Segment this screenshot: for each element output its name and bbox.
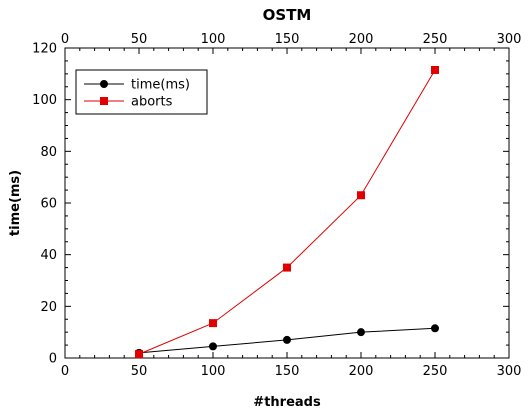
x-tick-label-top: 0 [61, 32, 69, 47]
series-1 [135, 65, 439, 359]
x-tick-label-top: 200 [349, 32, 374, 47]
x-tick-label-top: 250 [423, 32, 448, 47]
y-tick-label: 0 [49, 352, 57, 367]
legend-label: aborts [131, 95, 173, 110]
x-tick-label: 250 [423, 364, 448, 379]
chart-title: OSTM [263, 6, 312, 24]
x-tick-label-top: 100 [201, 32, 226, 47]
y-tick-label: 120 [32, 42, 57, 57]
legend-entry: aborts [84, 95, 173, 110]
legend: time(ms) aborts [75, 69, 208, 115]
data-point [209, 319, 217, 328]
y-tick-label: 80 [40, 145, 57, 160]
x-tick-label: 300 [497, 364, 522, 379]
x-tick-label-top: 150 [275, 32, 300, 47]
y-tick-label: 40 [40, 248, 57, 263]
data-point [209, 342, 217, 351]
x-tick-label: 0 [61, 364, 69, 379]
x-tick-label: 100 [201, 364, 226, 379]
y-tick-label: 20 [40, 300, 57, 315]
x-tick-label: 200 [349, 364, 374, 379]
legend-label: time(ms) [131, 78, 190, 93]
x-tick-label-top: 300 [497, 32, 522, 47]
y-tick-label: 100 [32, 93, 57, 108]
data-point [283, 335, 291, 344]
x-tick-label: 50 [131, 364, 148, 379]
data-point [357, 328, 365, 337]
data-point [431, 65, 439, 74]
legend-box [75, 69, 208, 115]
data-point [283, 263, 291, 272]
data-point [135, 350, 143, 359]
x-axis-label: #threads [253, 395, 321, 410]
legend-entry: time(ms) [84, 78, 190, 93]
y-tick-label: 60 [40, 197, 57, 212]
y-axis-label: time(ms) [8, 170, 23, 236]
data-point [431, 324, 439, 333]
x-tick-label-top: 50 [131, 32, 148, 47]
series-0 [135, 324, 439, 357]
legend-marker [100, 80, 108, 88]
series-layer [135, 65, 439, 359]
legend-marker [100, 97, 108, 105]
data-point [357, 191, 365, 200]
axes: 0050501001001501502002002502503003000204… [32, 32, 521, 379]
x-tick-label: 150 [275, 364, 300, 379]
